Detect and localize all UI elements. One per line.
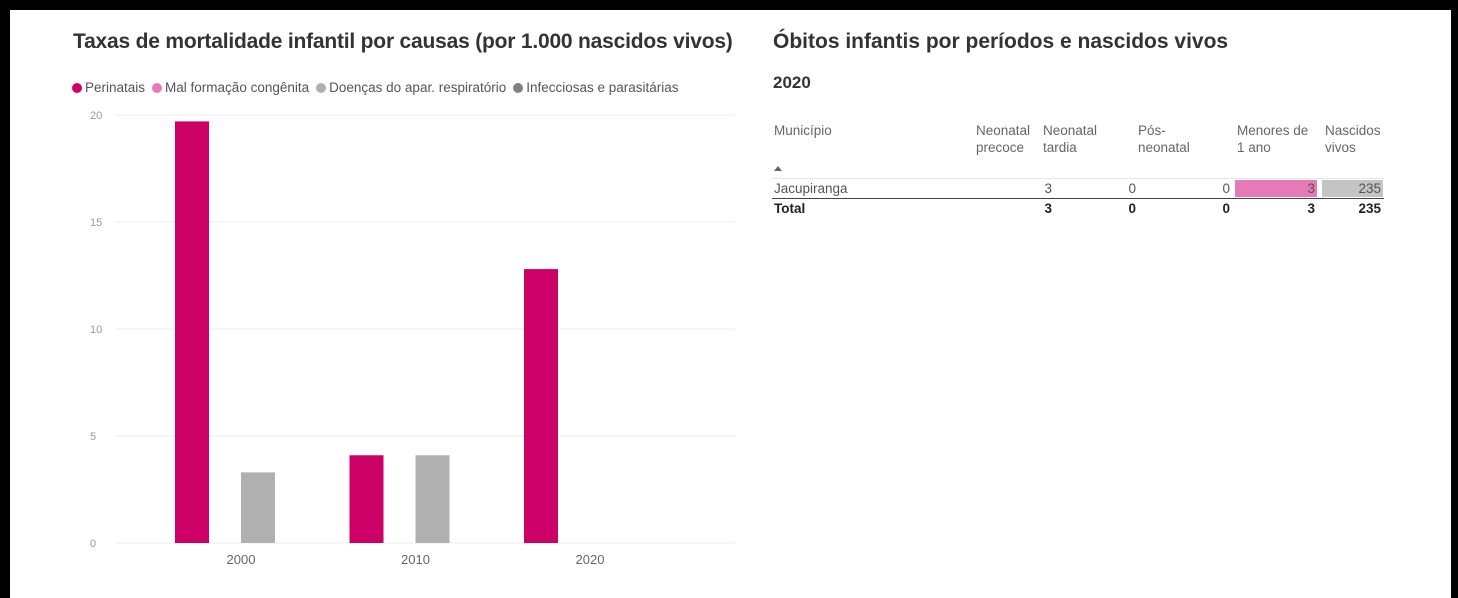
menores-data-bar — [1235, 180, 1317, 197]
col-header-municipio[interactable]: Município — [774, 123, 832, 138]
total-neonatal-precoce: 3 — [1044, 201, 1052, 216]
table-title: Óbitos infantis por períodos e nascidos … — [773, 30, 1229, 53]
table-header: Município Neonatal precoce Neonatal tardia… — [772, 122, 1384, 178]
y-tick-label: 5 — [90, 431, 96, 443]
legend-dot-icon — [72, 82, 82, 93]
legend-label: Doenças do apar. respiratório — [329, 80, 507, 95]
bar-chart: 0 5 10 15 20 2000 2010 2020 — [90, 110, 735, 567]
cell-nascidos-vivos: 235 — [1358, 181, 1381, 196]
y-tick-label: 15 — [90, 217, 102, 229]
total-menores-1-ano: 3 — [1307, 201, 1315, 216]
bar-perinatais-2000 — [175, 121, 209, 544]
legend-item-2[interactable]: Mal formação congênita — [152, 80, 309, 95]
legend-label: Mal formação congênita — [165, 80, 310, 95]
col-header-nascidos-vivos[interactable]: Nascidos vivos — [1325, 123, 1381, 155]
cell-menores-1-ano: 3 — [1307, 181, 1315, 196]
deaths-table-panel: Óbitos infantis por períodos e nascidos … — [760, 10, 1450, 598]
x-tick-label: 2010 — [401, 552, 430, 567]
col-header-pos-neonatal[interactable]: Pós-neonatal — [1138, 123, 1190, 155]
total-neonatal-tardia: 0 — [1128, 201, 1136, 216]
y-tick-label: 0 — [90, 538, 96, 550]
legend-item-1[interactable]: Perinatais — [72, 80, 145, 95]
cell-neonatal-precoce: 3 — [1044, 181, 1052, 196]
x-tick-label: 2000 — [227, 552, 256, 567]
legend-item-4[interactable]: Infecciosas e parasitárias — [513, 80, 679, 95]
legend-dot-icon — [316, 82, 327, 93]
col-header-neonatal-tardia[interactable]: Neonatal tardia — [1043, 123, 1098, 155]
total-pos-neonatal: 0 — [1222, 201, 1230, 216]
chart-title: Taxas de mortalidade infantil por causas… — [73, 30, 733, 53]
col-header-neonatal-precoce[interactable]: Neonatal precoce — [976, 123, 1031, 155]
bar-perinatais-2010 — [349, 455, 384, 543]
cell-municipio: Jacupiranga — [774, 181, 848, 196]
bar-doen-as-do-apar-respirat-rio-2000 — [241, 472, 275, 543]
cell-neonatal-tardia: 0 — [1128, 181, 1136, 196]
legend-item-3[interactable]: Doenças do apar. respiratório — [316, 80, 506, 95]
table-row[interactable]: Jacupiranga 3 0 0 3 235 — [772, 178, 1384, 198]
x-tick-label: 2020 — [576, 552, 605, 567]
nascidos-data-bar — [1322, 180, 1383, 197]
cell-pos-neonatal: 0 — [1222, 181, 1230, 196]
y-tick-label: 10 — [90, 324, 102, 336]
y-tick-label: 20 — [90, 110, 102, 122]
legend-dot-icon — [152, 82, 163, 93]
sort-ascending-icon[interactable] — [774, 166, 782, 171]
legend-label: Perinatais — [85, 80, 146, 95]
bar-doen-as-do-apar-respirat-rio-2010 — [415, 455, 450, 543]
legend-label: Infecciosas e parasitárias — [526, 80, 679, 95]
total-label: Total — [774, 201, 806, 216]
total-nascidos-vivos: 235 — [1358, 201, 1381, 216]
report-canvas: Taxas de mortalidade infantil por causas… — [10, 10, 1451, 598]
legend-dot-icon — [513, 82, 524, 93]
table-total-row: Total 3 0 0 3 235 — [772, 198, 1384, 218]
table-year: 2020 — [773, 73, 811, 92]
mortality-chart-panel: Taxas de mortalidade infantil por causas… — [10, 10, 750, 598]
chart-legend[interactable]: Perinatais Mal formação congênita Doenças … — [72, 80, 686, 95]
bar-perinatais-2020 — [524, 269, 558, 543]
deaths-table: Município Neonatal precoce Neonatal tardia… — [772, 122, 1384, 218]
col-header-menores-1-ano[interactable]: Menores de 1 ano — [1237, 123, 1309, 155]
